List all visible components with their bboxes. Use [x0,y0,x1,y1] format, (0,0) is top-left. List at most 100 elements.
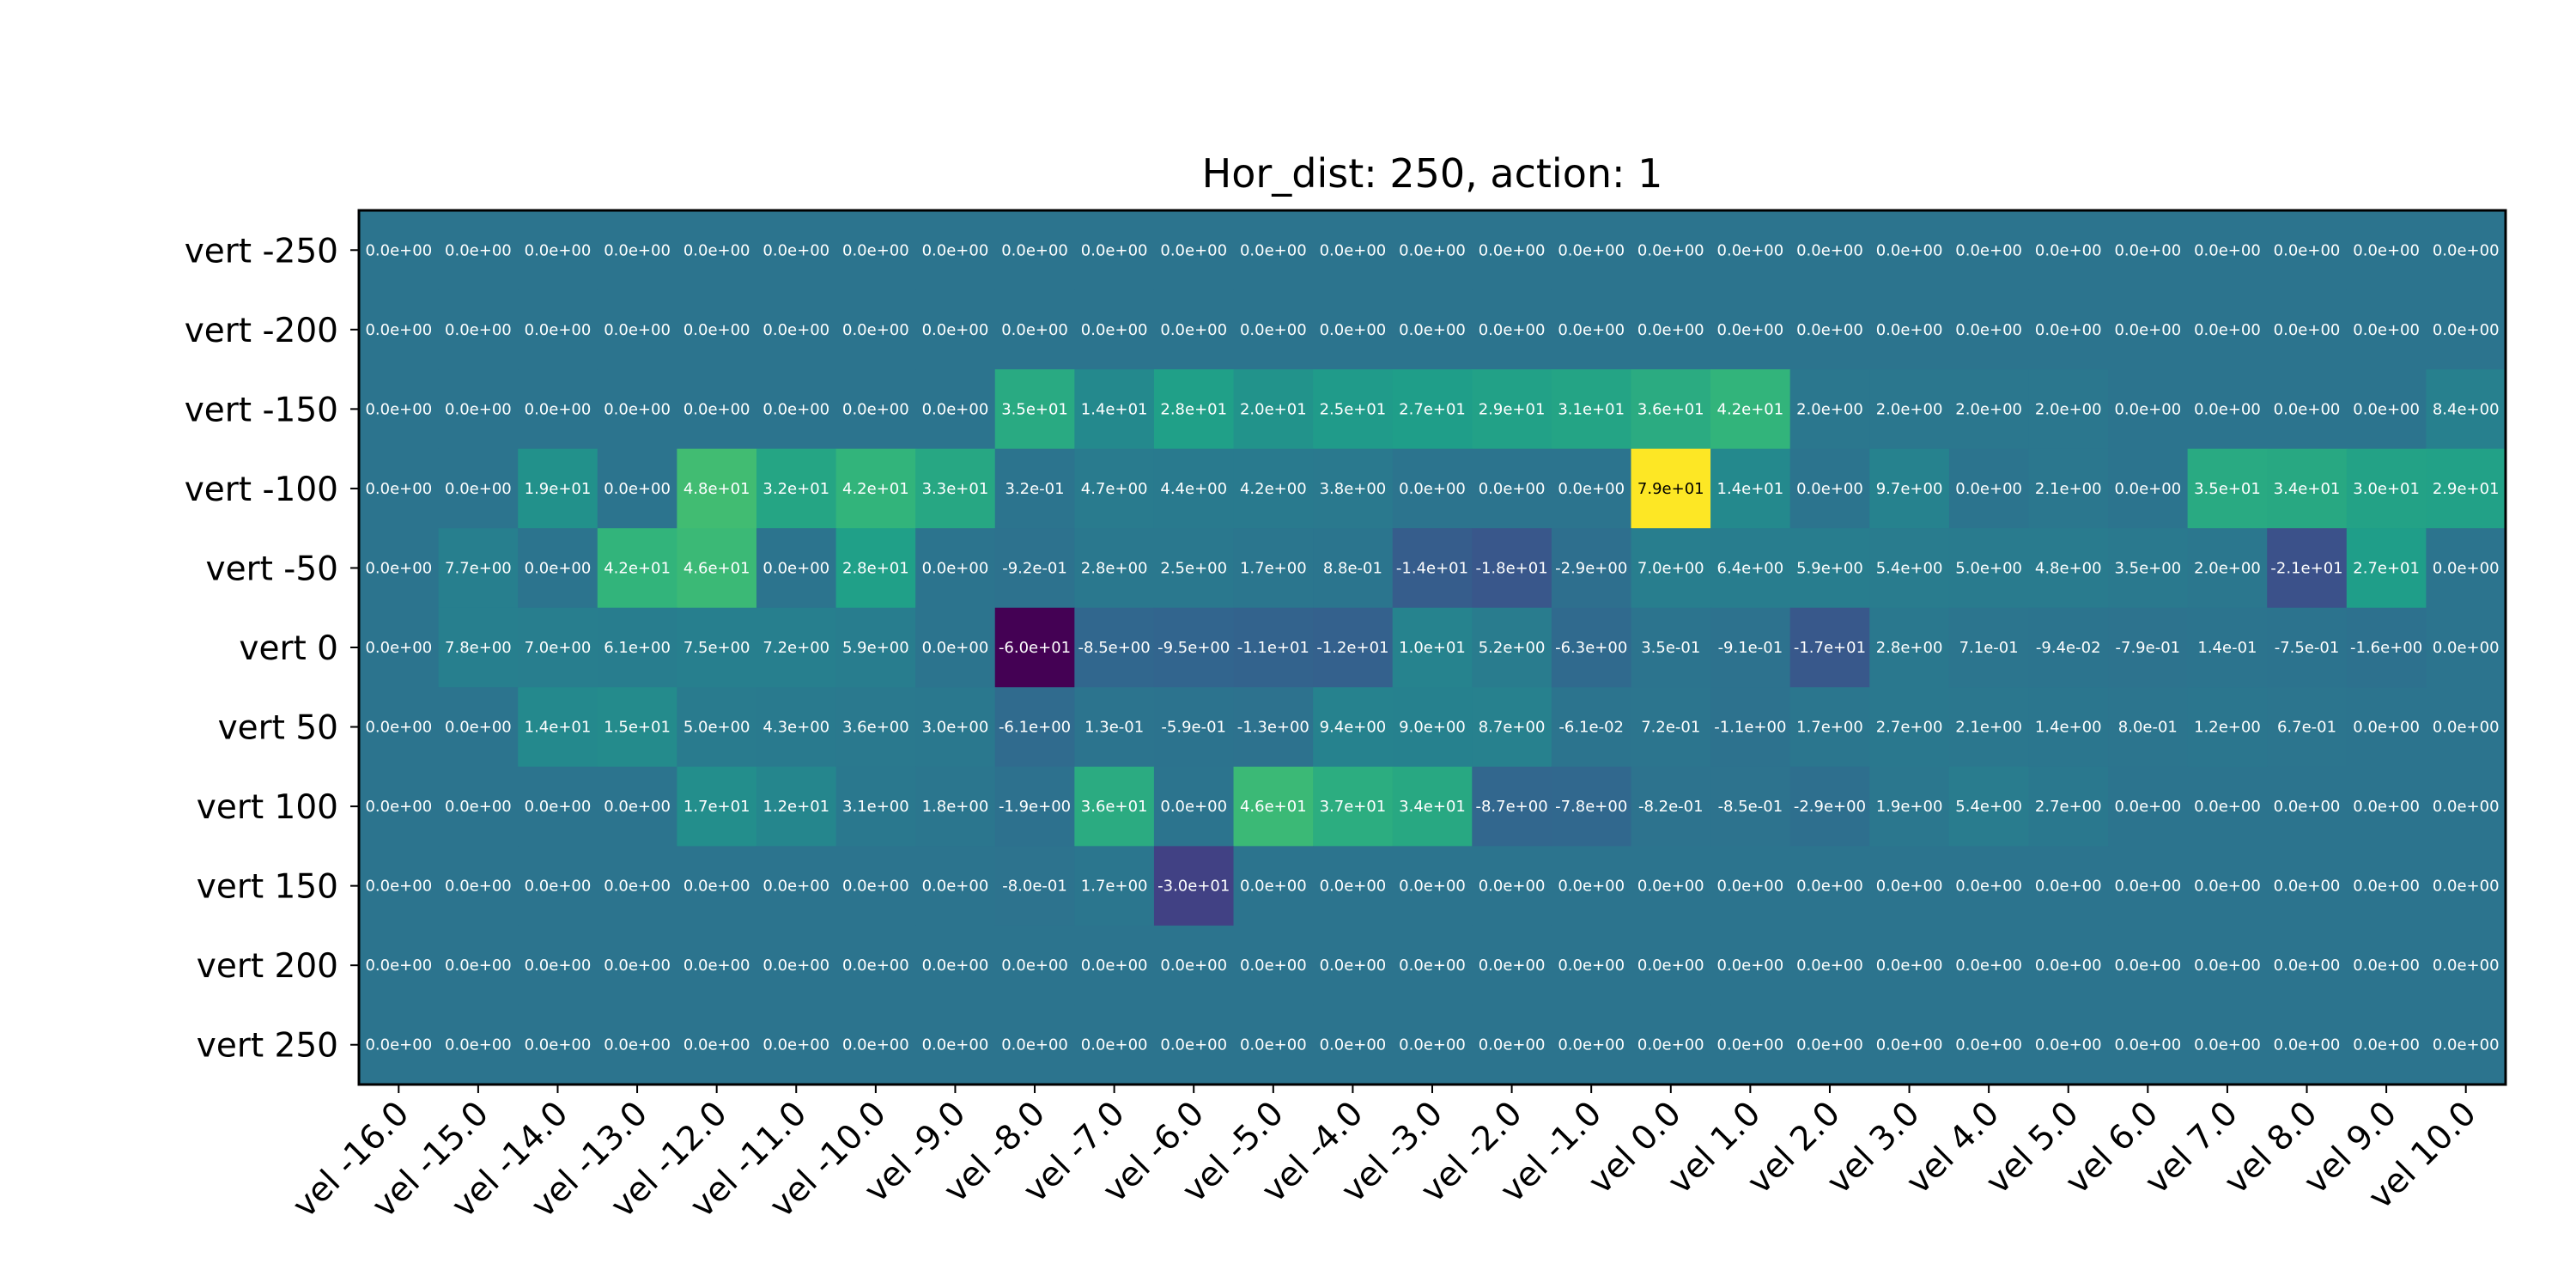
cell-value-label: 7.0e+00 [1637,559,1704,577]
heatmap-cell [2028,766,2109,847]
cell-value-label: 0.0e+00 [683,957,750,975]
cell-value-label: 0.0e+00 [2353,957,2420,975]
heatmap-cell [994,448,1075,529]
cell-value-label: 5.0e+00 [1955,559,2022,577]
heatmap-cell [1233,846,1314,927]
cell-value-label: 0.0e+00 [2353,1036,2420,1054]
cell-value-label: 7.7e+00 [445,559,512,577]
cell-value-label: 0.0e+00 [1399,321,1466,339]
cell-value-label: 0.0e+00 [1160,798,1227,816]
heatmap-cell [1631,766,1711,847]
cell-value-label: 0.0e+00 [1479,957,1546,975]
cell-value-label: 0.0e+00 [922,400,989,418]
heatmap-cell [2187,766,2268,847]
cell-value-label: 0.0e+00 [1160,1036,1227,1054]
cell-value-label: 4.2e+01 [1717,400,1784,418]
cell-value-label: 0.0e+00 [842,1036,909,1054]
cell-value-label: 0.0e+00 [2035,321,2102,339]
cell-value-label: 0.0e+00 [2274,1036,2341,1054]
heatmap-cell [756,1005,837,1085]
cell-value-label: 0.0e+00 [2433,321,2500,339]
heatmap-cell [1313,925,1394,1006]
heatmap-cell [518,210,598,291]
cell-value-label: 0.0e+00 [1399,241,1466,259]
cell-value-label: 2.9e+01 [1479,400,1546,418]
heatmap-cell [1472,528,1552,609]
cell-value-label: 0.0e+00 [1876,321,1943,339]
cell-value-label: 0.0e+00 [525,1036,592,1054]
heatmap-cell [2426,687,2506,768]
cell-value-label: -8.0e-01 [1002,878,1067,896]
cell-value-label: 0.0e+00 [1637,878,1704,896]
cell-value-label: 0.0e+00 [2114,480,2181,498]
cell-value-label: 5.4e+00 [1955,798,2022,816]
cell-value-label: 1.7e+00 [1240,559,1307,577]
heatmap-cell [1869,448,1950,529]
cell-value-label: 1.3e-01 [1084,719,1144,737]
heatmap-cell [835,369,916,450]
cell-value-label: 0.0e+00 [1558,957,1625,975]
heatmap-cell [2426,607,2506,688]
heatmap-cell [1153,528,1235,609]
heatmap-cell [915,289,996,370]
cell-value-label: 0.0e+00 [2353,878,2420,896]
cell-value-label: 7.1e-01 [1959,639,2019,657]
heatmap-cell [1074,925,1155,1006]
cell-value-label: 0.0e+00 [445,798,512,816]
cell-value-label: 0.0e+00 [604,798,671,816]
y-tick-label: vert -200 [185,312,338,350]
heatmap-cell [677,687,757,768]
heatmap-cell [2108,1005,2189,1085]
heatmap-cell [2267,607,2348,688]
cell-value-label: 4.8e+00 [2035,559,2102,577]
heatmap-cell [1710,528,1791,609]
heatmap-cell [1551,1005,1632,1085]
cell-value-label: 0.0e+00 [365,878,432,896]
heatmap-cell [1313,687,1394,768]
heatmap-cell [2108,766,2189,847]
heatmap-cell [1710,369,1791,450]
heatmap-cell [1313,846,1394,927]
cell-value-label: 0.0e+00 [1240,878,1307,896]
cell-value-label: 0.0e+00 [1637,1036,1704,1054]
cell-value-label: 0.0e+00 [2114,321,2181,339]
heatmap-cell [1392,846,1473,927]
cell-value-label: 0.0e+00 [1796,321,1863,339]
heatmap-cell [677,289,757,370]
heatmap-cell [1472,607,1552,688]
cell-value-label: 0.0e+00 [365,639,432,657]
heatmap-cell [438,687,519,768]
cell-value-label: -8.5e-01 [1718,798,1783,816]
heatmap-cell [835,448,916,529]
heatmap-cell [1631,1005,1711,1085]
y-tick-label: vert 150 [197,868,338,907]
cell-value-label: 0.0e+00 [525,321,592,339]
heatmap-cell [1313,607,1394,688]
heatmap-cell [518,369,598,450]
cell-value-label: 2.5e+00 [1160,559,1227,577]
heatmap-cell [1710,448,1791,529]
heatmap-cell [1392,925,1473,1006]
heatmap-cell [2108,925,2189,1006]
heatmap-cell [518,766,598,847]
cell-value-label: 0.0e+00 [1240,321,1307,339]
cell-value-label: 0.0e+00 [2433,878,2500,896]
heatmap-cell [1392,369,1473,450]
cell-value-label: 0.0e+00 [842,241,909,259]
cell-value-label: 0.0e+00 [2194,798,2261,816]
cell-value-label: 7.5e+00 [683,639,750,657]
heatmap-cell [677,846,757,927]
cell-value-label: 0.0e+00 [2353,400,2420,418]
heatmap-cell [1472,766,1552,847]
heatmap-cell [1313,1005,1394,1085]
cell-value-label: 4.2e+01 [842,480,909,498]
heatmap-cell [1869,369,1950,450]
cell-value-label: 0.0e+00 [1479,878,1546,896]
cell-value-label: 4.8e+01 [683,480,750,498]
heatmap-cell [2187,1005,2268,1085]
cell-value-label: 0.0e+00 [2274,241,2341,259]
cell-value-label: -2.9e+00 [1555,559,1627,577]
heatmap-cell [2346,369,2427,450]
heatmap-cell [359,210,440,291]
cell-value-label: 0.0e+00 [604,480,671,498]
